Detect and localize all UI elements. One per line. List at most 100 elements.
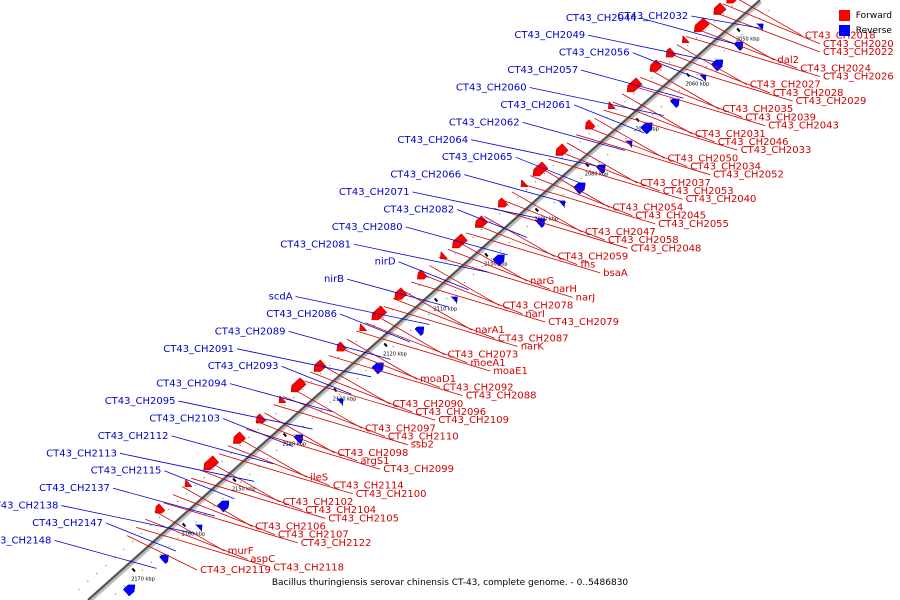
- forward-gene: [497, 197, 509, 208]
- reverse-gene: [122, 584, 136, 597]
- label-leader: [588, 34, 723, 64]
- label-leader: [401, 289, 473, 331]
- forward-gene: [184, 479, 193, 487]
- forward-gene: [155, 503, 166, 514]
- label-leader: [136, 527, 271, 568]
- reverse-gene: [624, 140, 633, 149]
- reverse-gene-label: CT43_CH2056: [559, 48, 630, 59]
- label-leader: [337, 347, 441, 388]
- tick-mark: [131, 567, 136, 573]
- forward-guide: [78, 0, 740, 591]
- forward-gene-label: CT43_CH2058: [608, 235, 679, 246]
- reverse-gene-label: CT43_CH2147: [32, 518, 103, 529]
- tick-label: 2140 kbp: [282, 441, 306, 447]
- forward-gene-label: CT43_CH2045: [635, 211, 706, 222]
- reverse-swatch: [838, 25, 850, 36]
- tick-label: 2060 kbp: [686, 81, 710, 87]
- label-leader: [676, 44, 748, 86]
- forward-gene-label: CT43_CH2092: [443, 382, 514, 393]
- label-leader: [649, 68, 720, 110]
- reverse-gene: [535, 218, 546, 229]
- label-leader: [456, 240, 528, 282]
- reverse-gene: [492, 254, 505, 267]
- reverse-gene: [640, 122, 653, 135]
- forward-gene: [290, 377, 307, 393]
- reverse-gene-label: CT43_CH2086: [266, 309, 337, 320]
- reverse-gene-label: CT43_CH2148: [0, 535, 51, 546]
- forward-gene-label: CT43_CH2118: [273, 562, 344, 573]
- reverse-gene: [414, 326, 425, 337]
- label-leader: [502, 199, 605, 241]
- forward-gene-label: CT43_CH2090: [393, 399, 464, 410]
- forward-gene-label: CT43_CH2026: [823, 71, 894, 82]
- label-leader: [493, 207, 628, 249]
- label-leader: [181, 486, 253, 527]
- reverse-gene-label: CT43_CH2032: [617, 11, 688, 22]
- forward-gene-label: CT43_CH2040: [686, 194, 757, 205]
- label-leader: [172, 494, 276, 536]
- reverse-gene-label: nirB: [324, 274, 344, 285]
- label-leader: [112, 487, 216, 517]
- forward-gene-label: CT43_CH2043: [768, 121, 839, 132]
- label-leader: [209, 461, 280, 503]
- forward-gene-label: narJ: [576, 292, 596, 303]
- forward-gene-label: CT43_CH2046: [718, 137, 789, 148]
- forward-gene-label: CT43_CH2034: [690, 161, 761, 172]
- tick-mark: [383, 342, 388, 348]
- tick-label: 2090 kbp: [534, 216, 558, 222]
- forward-gene: [232, 431, 247, 444]
- forward-gene-label: CT43_CH2020: [823, 39, 894, 50]
- label-leader: [557, 150, 660, 192]
- label-leader: [246, 428, 381, 470]
- label-leader: [291, 387, 363, 429]
- forward-gene-label: moaD1: [420, 374, 456, 385]
- tick-mark: [282, 432, 287, 438]
- forward-gene-label: CT43_CH2107: [278, 530, 349, 541]
- label-leader: [255, 420, 358, 462]
- reverse-gene-label: CT43_CH2113: [46, 448, 117, 459]
- label-leader: [273, 404, 408, 446]
- label-leader: [365, 322, 468, 364]
- label-leader: [466, 232, 601, 274]
- label-leader: [475, 224, 578, 266]
- label-leader: [420, 273, 523, 315]
- backbone-shadow: [88, 0, 762, 600]
- forward-gene-label: CT43_CH2099: [383, 464, 454, 475]
- label-leader: [218, 453, 353, 495]
- reverse-gene-label: CT43_CH2057: [507, 65, 578, 76]
- forward-gene-label: narG: [530, 276, 554, 287]
- forward-gene-label: CT43_CH2098: [338, 448, 409, 459]
- reverse-gene-label: CT43_CH2095: [105, 396, 176, 407]
- label-leader: [178, 400, 313, 430]
- label-leader: [264, 412, 335, 454]
- reverse-gene-label: CT43_CH2093: [208, 361, 279, 372]
- label-leader: [522, 121, 625, 151]
- reverse-gene: [450, 296, 458, 305]
- forward-gene-label: CT43_CH2027: [750, 80, 821, 91]
- label-leader: [594, 117, 665, 159]
- forward-gene-label: CT43_CH2088: [466, 391, 537, 402]
- label-leader: [288, 330, 391, 360]
- label-leader: [471, 139, 606, 169]
- label-leader: [398, 261, 469, 291]
- label-leader: [515, 156, 586, 186]
- forward-gene-label: murF: [228, 546, 254, 557]
- forward-gene-label: CT43_CH2033: [741, 145, 812, 156]
- label-leader: [639, 17, 742, 47]
- label-leader: [295, 296, 430, 325]
- reverse-gene-label: CT43_CH2044: [566, 13, 637, 24]
- label-leader: [281, 365, 352, 395]
- label-leader: [200, 469, 303, 511]
- reverse-gene-label: CT43_CH2060: [456, 83, 527, 94]
- label-leader: [154, 510, 225, 552]
- reverse-gene-label: CT43_CH2103: [149, 413, 220, 424]
- legend: Forward Reverse: [838, 8, 892, 38]
- forward-gene-label: CT43_CH2122: [301, 538, 372, 549]
- label-leader: [539, 167, 610, 208]
- forward-gene-label: CT43_CH2105: [328, 513, 399, 524]
- genome-caption: Bacillus thuringiensis serovar chinensis…: [271, 578, 629, 588]
- tick-label: 2080 kbp: [585, 171, 609, 177]
- forward-gene: [439, 251, 448, 259]
- label-leader: [145, 518, 248, 560]
- reverse-gene: [335, 398, 344, 407]
